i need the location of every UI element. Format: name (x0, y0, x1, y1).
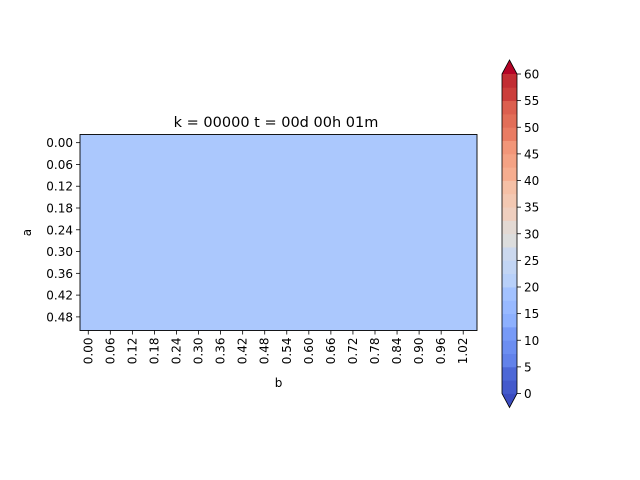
colorbar-tick-label: 20 (524, 281, 539, 295)
colorbar-tick-label: 55 (524, 94, 539, 108)
colorbar-tick-label: 15 (524, 307, 539, 321)
colorbar-band (502, 127, 517, 141)
heatmap-field (80, 134, 477, 331)
colorbar-band (502, 87, 517, 102)
colorbar-tick-label: 5 (524, 360, 532, 374)
colorbar-extend-min (502, 393, 517, 408)
x-tick-label: 0.60 (302, 338, 316, 365)
x-tick-label: 0.84 (390, 338, 404, 365)
colorbar-band (502, 113, 517, 128)
x-tick-label: 0.78 (368, 338, 382, 365)
colorbar-tick-label: 10 (524, 334, 539, 348)
colorbar-band (502, 153, 517, 168)
colorbar-band (502, 167, 517, 181)
colorbar-extend-max (502, 60, 517, 74)
colorbar-tick-label: 60 (524, 68, 539, 82)
colorbar-band (502, 207, 517, 221)
colorbar-band (502, 74, 517, 88)
colorbar-band (502, 260, 517, 275)
x-tick-label: 0.96 (434, 338, 448, 365)
x-tick-label: 0.12 (125, 338, 139, 365)
colorbar-tick-label: 45 (524, 147, 539, 161)
colorbar-band (502, 273, 517, 288)
x-tick-label: 0.00 (81, 338, 95, 365)
y-tick-label: 0.00 (46, 136, 73, 150)
x-tick-label: 0.36 (214, 338, 228, 365)
y-tick-label: 0.42 (46, 289, 73, 303)
colorbar: 0 5 10 15 20 25 30 35 40 45 50 55 60 (501, 59, 539, 409)
x-tick-label: 0.30 (192, 338, 206, 365)
x-tick-label: 0.90 (412, 338, 426, 365)
x-tick-label: 0.66 (324, 338, 338, 365)
x-tick-label: 1.02 (456, 338, 470, 365)
colorbar-band (502, 313, 517, 328)
colorbar-band (502, 140, 517, 155)
x-axis: 0.00 0.06 0.12 0.18 0.24 0.30 0.36 0.42 0.48 0.54… (81, 330, 470, 365)
x-tick-label: 0.48 (258, 338, 272, 365)
y-axis-label: a (20, 229, 34, 236)
colorbar-band (502, 180, 517, 195)
y-tick-label: 0.06 (46, 158, 73, 172)
x-tick-label: 0.54 (280, 338, 294, 365)
y-tick-label: 0.12 (46, 180, 73, 194)
x-tick-label: 0.72 (346, 338, 360, 365)
x-tick-label: 0.24 (169, 338, 183, 365)
y-axis: 0.00 0.06 0.12 0.18 0.24 0.30 0.36 0.42 0.48 (46, 136, 80, 324)
colorbar-tick-label: 50 (524, 121, 539, 135)
y-tick-label: 0.48 (46, 310, 73, 324)
colorbar-tick-label: 0 (524, 387, 532, 401)
colorbar-band (502, 300, 517, 315)
colorbar-band (502, 326, 517, 341)
colorbar-tick-label: 25 (524, 254, 539, 268)
chart-title: k = 00000 t = 00d 00h 01m (174, 115, 379, 131)
colorbar-band (502, 247, 517, 261)
x-tick-label: 0.18 (147, 338, 161, 365)
colorbar-band (502, 340, 517, 354)
plot-frame (79, 134, 478, 331)
colorbar-band (502, 380, 517, 394)
x-axis-label: b (275, 376, 283, 390)
y-tick-label: 0.24 (46, 223, 73, 237)
colorbar-band (502, 100, 517, 115)
colorbar-band (502, 233, 517, 248)
y-tick-label: 0.36 (46, 267, 73, 281)
plot-area (79, 134, 478, 331)
colorbar-tick-label: 40 (524, 174, 539, 188)
colorbar-band (502, 220, 517, 235)
x-tick-label: 0.42 (236, 338, 250, 365)
colorbar-band (502, 287, 517, 301)
colorbar-band (502, 366, 517, 381)
y-tick-label: 0.18 (46, 202, 73, 216)
colorbar-band (502, 193, 517, 208)
x-tick-label: 0.06 (103, 338, 117, 365)
colorbar-band (502, 353, 517, 368)
colorbar-tick-label: 30 (524, 227, 539, 241)
colorbar-tick-label: 35 (524, 201, 539, 215)
y-tick-label: 0.30 (46, 245, 73, 259)
